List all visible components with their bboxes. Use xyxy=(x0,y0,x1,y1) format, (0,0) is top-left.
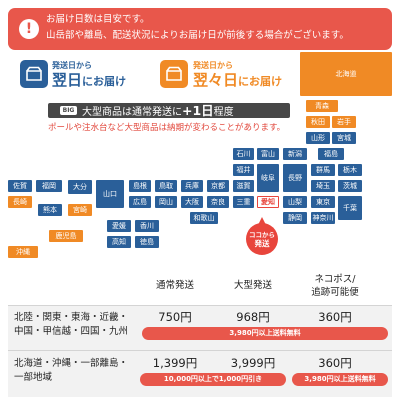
region-line1: 北海道・沖縄・一部離島・ xyxy=(14,358,129,369)
prefecture-ibaraki: 茨城 xyxy=(338,180,362,192)
region-label: 北陸・関東・東海・近畿・ 中国・甲信越・四国・九州 xyxy=(14,311,128,339)
legend-two-day-label: 翌々日にお届け xyxy=(193,71,282,91)
prefecture-oita: 大分 xyxy=(68,180,92,194)
large-item-text-before: 大型商品は通常発送に xyxy=(82,107,182,118)
prefecture-toyama: 富山 xyxy=(257,148,279,160)
large-item-text-after: 程度 xyxy=(213,107,234,118)
large-item-notice-text: 大型商品は通常発送に+1日程度 xyxy=(82,103,234,118)
prefecture-shimane: 島根 xyxy=(129,180,151,192)
origin-pin-line1: ココから xyxy=(249,231,275,239)
legend-next-day-suffix: にお届け xyxy=(82,75,127,88)
promo-badge: 10,000円以上で1,000円引き xyxy=(140,373,286,386)
prefecture-fukushima: 福島 xyxy=(318,148,344,160)
large-item-emphasis: +1日 xyxy=(182,103,214,118)
prefecture-aichi-origin: 愛知 xyxy=(257,196,279,208)
pin-pointer xyxy=(258,217,266,225)
prefecture-yamaguchi: 山口 xyxy=(96,180,124,208)
prefecture-kagawa: 香川 xyxy=(135,220,159,232)
prefecture-niigata: 新潟 xyxy=(283,148,307,160)
notice-banner: ! お届け日数は目安です。 山岳部や離島、配送状況によりお届け日が前後する場合が… xyxy=(8,8,392,50)
origin-pin: ココから 発送 xyxy=(246,217,278,255)
price-nekopos: 360円 xyxy=(318,310,352,324)
prefecture-saitama: 埼玉 xyxy=(311,180,335,192)
table-divider xyxy=(8,305,392,306)
prefecture-shizuoka: 静岡 xyxy=(283,212,307,224)
price-large: 968円 xyxy=(236,310,270,324)
legend-next-day-label: 翌日にお届け xyxy=(52,71,126,91)
notice-line1: お届け日数は目安です。 xyxy=(46,14,150,25)
prefecture-kanagawa: 神奈川 xyxy=(311,212,335,224)
package-icon xyxy=(20,60,48,88)
exclamation-icon: ! xyxy=(19,19,39,39)
prefecture-tottori: 鳥取 xyxy=(155,180,177,192)
header-nekopos-line1: ネコポス/ xyxy=(314,274,356,285)
prefecture-ishikawa: 石川 xyxy=(233,148,254,160)
promo-badge: 3,980円以上送料無料 xyxy=(142,327,388,340)
big-badge: BIG xyxy=(60,106,77,115)
price-nekopos: 360円 xyxy=(318,356,352,370)
prefecture-miyazaki: 宮崎 xyxy=(68,204,92,216)
large-item-note: ポールや注水台など大型商品は納期が変わることがあります。 xyxy=(48,123,286,133)
prefecture-fukui: 福井 xyxy=(233,164,254,176)
prefecture-akita: 秋田 xyxy=(306,116,330,128)
prefecture-shiga: 滋賀 xyxy=(233,180,254,192)
prefecture-hyogo: 兵庫 xyxy=(181,180,203,192)
prefecture-okayama: 岡山 xyxy=(155,196,177,208)
prefecture-yamagata: 山形 xyxy=(306,132,330,144)
prefecture-hokkaido: 北海道 xyxy=(300,52,392,96)
prefecture-miyagi: 宮城 xyxy=(332,132,356,144)
prefecture-osaka: 大阪 xyxy=(181,196,203,208)
prefecture-iwate: 岩手 xyxy=(332,116,356,128)
prefecture-nagasaki: 長崎 xyxy=(8,196,32,208)
header-standard-shipping: 通常発送 xyxy=(155,280,194,291)
prefecture-aomori: 青森 xyxy=(306,100,338,112)
prefecture-ehime: 愛媛 xyxy=(107,220,131,232)
legend-next-day-emphasis: 翌日 xyxy=(52,71,83,89)
prefecture-kochi: 高知 xyxy=(107,236,131,248)
prefecture-yamanashi: 山梨 xyxy=(283,196,307,208)
prefecture-nagano: 長野 xyxy=(283,164,307,192)
package-icon xyxy=(160,60,188,88)
prefecture-kyoto: 京都 xyxy=(207,180,229,192)
prefecture-chiba: 千葉 xyxy=(338,196,362,220)
prefecture-mie: 三重 xyxy=(233,196,254,208)
prefecture-hiroshima: 広島 xyxy=(129,196,151,208)
prefecture-tokushima: 徳島 xyxy=(135,236,159,248)
origin-pin-line2: 発送 xyxy=(254,239,270,248)
region-line1: 北陸・関東・東海・近畿・ xyxy=(14,312,129,323)
prefecture-nara: 奈良 xyxy=(207,196,229,208)
price-standard: 750円 xyxy=(158,310,192,324)
prefecture-saga: 佐賀 xyxy=(8,180,32,192)
notice-line2: 山岳部や離島、配送状況によりお届け日が前後する場合がございます。 xyxy=(46,30,349,41)
legend-two-day-caption: 発送日から xyxy=(193,61,233,70)
legend-two-day-suffix: にお届け xyxy=(238,75,283,88)
prefecture-wakayama: 和歌山 xyxy=(190,212,218,224)
region-line2: 一部地域 xyxy=(14,372,53,383)
price-large: 3,999円 xyxy=(230,356,276,370)
price-standard: 1,399円 xyxy=(152,356,198,370)
promo-badge: 3,980円以上送料無料 xyxy=(292,373,388,386)
prefecture-fukuoka: 福岡 xyxy=(36,180,62,192)
prefecture-tochigi: 栃木 xyxy=(338,164,362,176)
large-item-notice-bar: BIG 大型商品は通常発送に+1日程度 xyxy=(48,103,290,118)
header-large-shipping: 大型発送 xyxy=(233,280,272,291)
region-line2: 中国・甲信越・四国・九州 xyxy=(14,326,129,337)
region-label: 北海道・沖縄・一部離島・ 一部地域 xyxy=(14,357,128,385)
prefecture-kumamoto: 熊本 xyxy=(38,204,62,216)
legend-two-day-emphasis: 翌々日 xyxy=(193,71,239,89)
prefecture-kagoshima: 鹿児島 xyxy=(49,230,83,242)
prefecture-okinawa: 沖縄 xyxy=(8,246,38,258)
prefecture-tokyo: 東京 xyxy=(311,196,335,208)
header-nekopos-line2: 追跡可能便 xyxy=(311,287,359,298)
table-divider xyxy=(8,350,392,351)
prefecture-gifu: 岐阜 xyxy=(257,164,279,192)
prefecture-gunma: 群馬 xyxy=(311,164,335,176)
legend-next-day-caption: 発送日から xyxy=(52,61,92,70)
